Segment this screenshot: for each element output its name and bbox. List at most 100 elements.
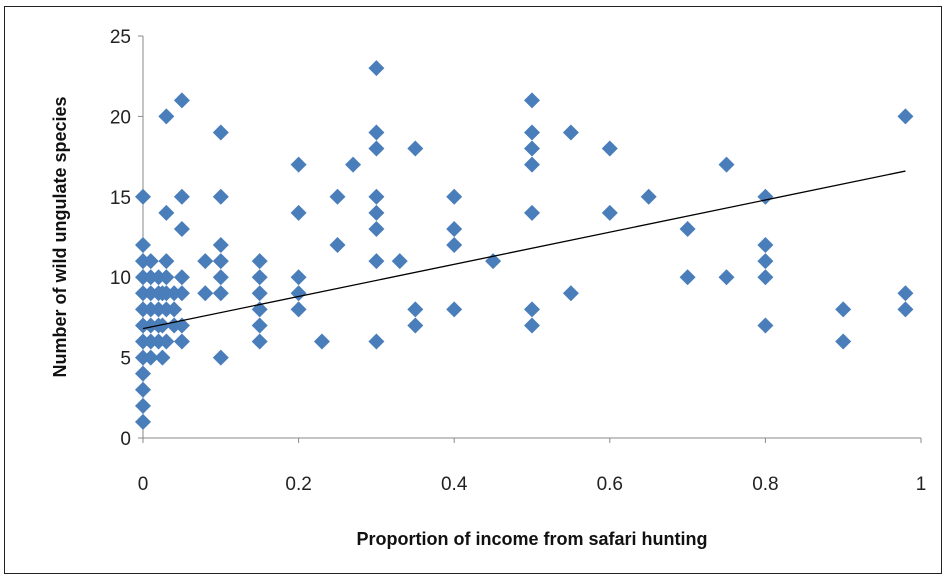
data-point: [524, 92, 540, 109]
data-point: [446, 220, 463, 237]
data-point: [368, 188, 385, 205]
data-point: [562, 124, 579, 141]
data-point: [524, 204, 540, 221]
data-point: [197, 285, 214, 302]
trendline-group: [142, 170, 906, 330]
data-point: [446, 237, 463, 254]
data-point: [173, 333, 190, 350]
data-point: [835, 301, 852, 318]
y-tick-label: 25: [110, 27, 131, 48]
data-point: [158, 204, 175, 221]
data-point: [368, 333, 385, 350]
data-point: [368, 140, 385, 157]
data-point: [407, 317, 424, 334]
data-point: [212, 237, 229, 254]
trendline: [142, 170, 906, 330]
data-point: [135, 413, 151, 430]
data-point: [154, 317, 171, 334]
data-point: [290, 285, 307, 302]
y-tick-label: 0: [120, 429, 131, 450]
data-point: [329, 188, 346, 205]
data-point: [173, 269, 190, 286]
data-point: [897, 108, 914, 125]
data-point: [290, 156, 307, 173]
data-point: [757, 253, 774, 270]
data-point: [158, 108, 175, 125]
data-point: [173, 188, 190, 205]
data-point: [154, 349, 171, 366]
data-point: [524, 156, 540, 173]
data-point: [562, 285, 579, 302]
data-point: [368, 124, 385, 141]
data-point: [135, 397, 151, 414]
data-point: [135, 381, 151, 398]
data-point: [212, 349, 229, 366]
data-point: [251, 269, 268, 286]
data-point: [601, 204, 618, 221]
data-point: [368, 220, 385, 237]
data-point: [757, 269, 774, 286]
data-point: [251, 301, 268, 318]
data-points: [135, 60, 914, 430]
data-point: [251, 253, 268, 270]
data-point: [757, 317, 774, 334]
data-point: [446, 188, 463, 205]
data-point: [524, 317, 540, 334]
data-point: [290, 204, 307, 221]
data-point: [391, 253, 408, 270]
data-point: [135, 237, 151, 254]
data-point: [757, 188, 774, 205]
data-point: [718, 156, 735, 173]
data-point: [407, 301, 424, 318]
data-point: [142, 253, 159, 270]
data-point: [212, 124, 229, 141]
data-point: [368, 204, 385, 221]
x-tick-label: 0.2: [285, 474, 311, 495]
data-point: [212, 269, 229, 286]
data-point: [835, 333, 852, 350]
y-axis-title: Number of wild ungulate species: [50, 96, 70, 377]
data-point: [368, 60, 385, 77]
data-point: [212, 188, 229, 205]
data-point: [197, 253, 214, 270]
data-point: [212, 253, 229, 270]
data-point: [897, 285, 914, 302]
data-point: [524, 124, 540, 141]
data-point: [368, 253, 385, 270]
x-tick-label: 1: [916, 474, 927, 495]
x-tick-label: 0: [138, 474, 149, 495]
y-tick-label: 5: [120, 349, 131, 370]
data-point: [173, 220, 190, 237]
data-point: [251, 317, 268, 334]
data-point: [345, 156, 362, 173]
data-point: [251, 333, 268, 350]
data-point: [757, 237, 774, 254]
data-point: [158, 253, 175, 270]
data-point: [524, 301, 540, 318]
data-point: [166, 301, 183, 318]
data-point: [135, 188, 151, 205]
data-point: [313, 333, 330, 350]
y-tick-label: 15: [110, 188, 131, 209]
data-point: [601, 140, 618, 157]
data-point: [718, 269, 735, 286]
data-point: [897, 301, 914, 318]
data-point: [679, 269, 696, 286]
data-point: [135, 365, 151, 382]
data-point: [640, 188, 657, 205]
data-point: [329, 237, 346, 254]
data-point: [679, 220, 696, 237]
x-tick-label: 0.4: [441, 474, 468, 495]
data-point: [290, 301, 307, 318]
x-tick-label: 0.8: [752, 474, 778, 495]
data-point: [446, 301, 463, 318]
data-point: [158, 269, 175, 286]
y-tick-label: 10: [110, 268, 131, 289]
data-point: [173, 285, 190, 302]
x-axis-title: Proportion of income from safari hunting: [357, 529, 708, 549]
data-point: [251, 285, 268, 302]
data-point: [212, 285, 229, 302]
data-point: [524, 140, 540, 157]
